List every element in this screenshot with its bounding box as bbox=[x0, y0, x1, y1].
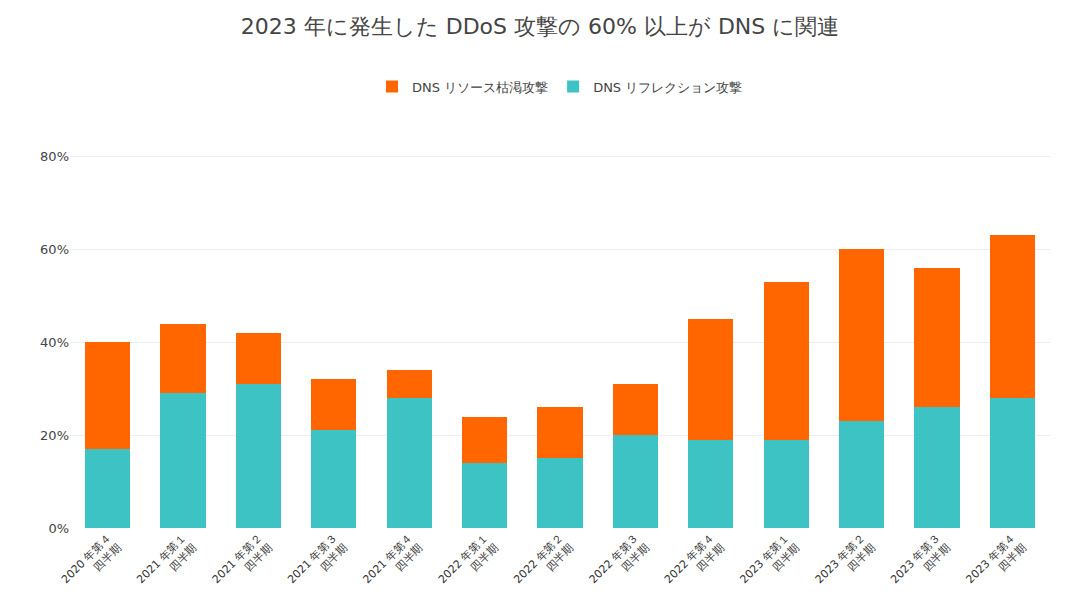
svg-text:2022 年第１四半期: 2022 年第１四半期 bbox=[436, 531, 501, 596]
svg-text:2021 年第４四半期: 2021 年第４四半期 bbox=[360, 531, 425, 596]
svg-text:2020 年第４四半期: 2020 年第４四半期 bbox=[59, 531, 124, 596]
svg-text:2022 年第３四半期: 2022 年第３四半期 bbox=[587, 531, 652, 596]
svg-text:80%: 80% bbox=[40, 149, 69, 164]
svg-text:0%: 0% bbox=[48, 521, 69, 536]
svg-text:2022 年第４四半期: 2022 年第４四半期 bbox=[662, 531, 727, 596]
svg-text:DNS リフレクション攻撃: DNS リフレクション攻撃 bbox=[593, 80, 742, 95]
svg-text:2023 年第１四半期: 2023 年第１四半期 bbox=[737, 531, 802, 596]
svg-text:20%: 20% bbox=[40, 428, 69, 443]
svg-text:2021 年第１四半期: 2021 年第１四半期 bbox=[134, 531, 199, 596]
svg-text:DNS リソース枯渇攻撃: DNS リソース枯渇攻撃 bbox=[412, 80, 548, 95]
svg-text:2023 年第４四半期: 2023 年第４四半期 bbox=[964, 531, 1029, 596]
svg-text:40%: 40% bbox=[40, 335, 69, 350]
svg-text:2022 年第２四半期: 2022 年第２四半期 bbox=[511, 531, 576, 596]
svg-text:2023 年第２四半期: 2023 年第２四半期 bbox=[813, 531, 878, 596]
svg-text:60%: 60% bbox=[40, 242, 69, 257]
svg-text:2023 年第３四半期: 2023 年第３四半期 bbox=[888, 531, 953, 596]
svg-text:2023 年に発生した DDoS 攻撃の 60% 以上が D: 2023 年に発生した DDoS 攻撃の 60% 以上が DNS に関連 bbox=[241, 14, 840, 39]
svg-text:2021 年第３四半期: 2021 年第３四半期 bbox=[285, 531, 350, 596]
svg-text:2021 年第２四半期: 2021 年第２四半期 bbox=[210, 531, 275, 596]
